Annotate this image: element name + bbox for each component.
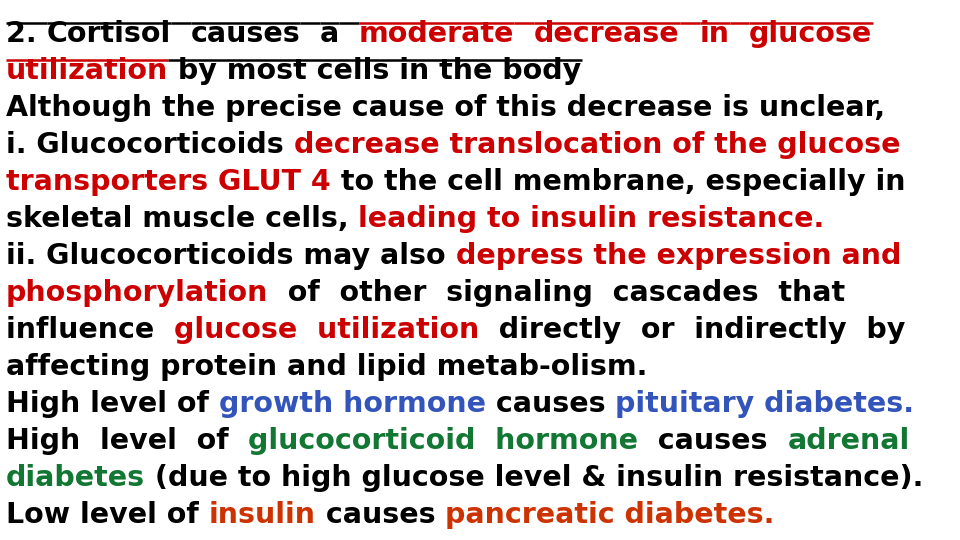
Text: leading to insulin resistance.: leading to insulin resistance. (358, 205, 825, 233)
Text: (due to high glucose level & insulin resistance).: (due to high glucose level & insulin res… (145, 464, 924, 492)
Text: affecting protein and lipid metab-olism.: affecting protein and lipid metab-olism. (6, 353, 647, 381)
Text: diabetes: diabetes (6, 464, 145, 492)
Text: glucocorticoid  hormone: glucocorticoid hormone (249, 427, 638, 455)
Text: pancreatic diabetes.: pancreatic diabetes. (445, 501, 775, 529)
Text: insulin: insulin (208, 501, 316, 529)
Text: phosphorylation: phosphorylation (6, 279, 269, 307)
Text: causes: causes (190, 20, 300, 48)
Text: decrease: decrease (534, 20, 680, 48)
Text: causes: causes (316, 501, 445, 529)
Text: Although the precise cause of this decrease is unclear,: Although the precise cause of this decre… (6, 94, 885, 122)
Text: a: a (320, 20, 339, 48)
Text: glucose  utilization: glucose utilization (174, 316, 479, 344)
Text: of  other  signaling  cascades  that: of other signaling cascades that (269, 279, 846, 307)
Text: skeletal muscle cells,: skeletal muscle cells, (6, 205, 358, 233)
Text: directly  or  indirectly  by: directly or indirectly by (479, 316, 905, 344)
Text: adrenal: adrenal (787, 427, 910, 455)
Text: Low level of: Low level of (6, 501, 208, 529)
Text: causes: causes (486, 390, 615, 418)
Text: glucose: glucose (749, 20, 873, 48)
Text: causes: causes (638, 427, 787, 455)
Text: pituitary diabetes.: pituitary diabetes. (615, 390, 914, 418)
Text: High  level  of: High level of (6, 427, 249, 455)
Text: in: in (700, 20, 730, 48)
Text: ii. Glucocorticoids may also: ii. Glucocorticoids may also (6, 242, 455, 270)
Text: decrease translocation of the glucose: decrease translocation of the glucose (294, 131, 900, 159)
Text: to the cell membrane, especially in: to the cell membrane, especially in (330, 168, 905, 196)
Text: transporters GLUT 4: transporters GLUT 4 (6, 168, 330, 196)
Text: moderate: moderate (359, 20, 515, 48)
Text: 2.: 2. (6, 20, 46, 48)
Text: growth hormone: growth hormone (219, 390, 486, 418)
Text: High level of: High level of (6, 390, 219, 418)
Text: Cortisol: Cortisol (46, 20, 171, 48)
Text: i. Glucocorticoids: i. Glucocorticoids (6, 131, 294, 159)
Text: depress the expression and: depress the expression and (455, 242, 900, 270)
Text: influence: influence (6, 316, 174, 344)
Text: by most cells in the body: by most cells in the body (168, 57, 582, 85)
Text: utilization: utilization (6, 57, 168, 85)
